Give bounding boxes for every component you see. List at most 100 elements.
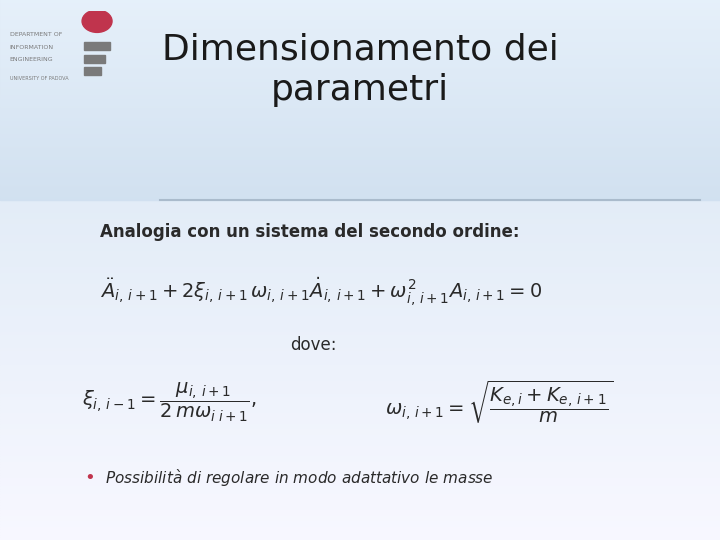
Bar bbox=[0, 160, 720, 161]
Bar bbox=[0, 54, 720, 57]
Bar bbox=[0, 8, 720, 9]
Bar bbox=[0, 213, 720, 216]
Circle shape bbox=[82, 10, 112, 32]
Bar bbox=[0, 367, 720, 370]
Bar bbox=[0, 375, 720, 378]
Bar bbox=[0, 40, 720, 41]
Bar bbox=[0, 111, 720, 112]
Bar bbox=[0, 15, 720, 16]
Bar bbox=[0, 158, 720, 159]
Bar bbox=[0, 104, 720, 105]
Bar bbox=[0, 159, 720, 160]
Bar bbox=[0, 94, 720, 97]
Bar bbox=[0, 180, 720, 181]
Bar bbox=[0, 172, 720, 173]
Bar bbox=[0, 110, 720, 111]
Bar bbox=[0, 177, 720, 178]
Bar bbox=[0, 192, 720, 193]
Bar bbox=[0, 33, 720, 34]
Bar bbox=[0, 275, 720, 278]
Bar bbox=[0, 93, 720, 94]
Bar bbox=[0, 46, 720, 47]
Bar bbox=[0, 126, 720, 127]
Bar bbox=[0, 40, 720, 43]
Bar bbox=[0, 81, 720, 82]
Bar bbox=[0, 129, 720, 130]
Text: Dimensionamento dei: Dimensionamento dei bbox=[161, 33, 559, 67]
Bar bbox=[0, 138, 720, 139]
Bar bbox=[0, 59, 720, 62]
Bar bbox=[0, 181, 720, 184]
Bar bbox=[0, 52, 720, 53]
Bar bbox=[0, 186, 720, 187]
Bar bbox=[0, 108, 720, 111]
Bar bbox=[0, 12, 720, 13]
Bar bbox=[0, 70, 720, 73]
Bar bbox=[0, 148, 720, 151]
Bar bbox=[0, 55, 720, 56]
Bar bbox=[0, 76, 720, 78]
Bar bbox=[0, 456, 720, 459]
Bar bbox=[0, 227, 720, 229]
Bar bbox=[0, 113, 720, 116]
Bar bbox=[0, 197, 720, 200]
Bar bbox=[0, 505, 720, 508]
Bar bbox=[0, 164, 720, 165]
Bar bbox=[0, 429, 720, 432]
Bar bbox=[84, 67, 101, 75]
Bar bbox=[0, 161, 720, 162]
Bar bbox=[0, 86, 720, 87]
Bar bbox=[0, 219, 720, 221]
Bar bbox=[0, 198, 720, 199]
Bar bbox=[0, 432, 720, 435]
Bar bbox=[0, 103, 720, 105]
Bar bbox=[0, 402, 720, 405]
Bar bbox=[0, 71, 720, 72]
Bar bbox=[0, 150, 720, 151]
Bar bbox=[0, 364, 720, 367]
Bar bbox=[0, 270, 720, 273]
Bar bbox=[0, 278, 720, 281]
Bar bbox=[0, 78, 720, 81]
Bar bbox=[0, 47, 720, 48]
Bar bbox=[0, 211, 720, 213]
Bar bbox=[0, 185, 720, 186]
Bar bbox=[0, 413, 720, 416]
Bar bbox=[0, 67, 720, 68]
Bar bbox=[0, 82, 720, 83]
Bar bbox=[0, 157, 720, 159]
Text: $\ddot{A}_{i,\,i+1} + 2\xi_{i,\,i+1}\,\omega_{i,\,i+1}\dot{A}_{i,\,i+1} + \omega: $\ddot{A}_{i,\,i+1} + 2\xi_{i,\,i+1}\,\o… bbox=[100, 275, 542, 308]
Bar bbox=[0, 199, 720, 200]
Bar bbox=[0, 370, 720, 373]
Bar bbox=[0, 478, 720, 481]
Bar bbox=[0, 105, 720, 108]
Bar bbox=[0, 25, 720, 26]
Text: $\mathit{Possibilit\`{a}\ di\ regolare\ in\ modo\ adattativo\ le\ masse}$: $\mathit{Possibilit\`{a}\ di\ regolare\ … bbox=[105, 467, 494, 489]
Bar bbox=[0, 79, 720, 80]
Bar bbox=[0, 174, 720, 175]
Bar bbox=[0, 313, 720, 316]
Bar bbox=[0, 73, 720, 74]
Bar bbox=[0, 481, 720, 483]
Bar bbox=[0, 90, 720, 91]
Bar bbox=[0, 27, 720, 28]
Bar bbox=[0, 63, 720, 64]
Bar bbox=[0, 440, 720, 443]
Bar bbox=[0, 163, 720, 164]
Bar bbox=[84, 42, 109, 50]
Bar bbox=[0, 61, 720, 62]
Bar bbox=[0, 491, 720, 494]
Bar bbox=[0, 17, 720, 18]
Bar bbox=[0, 6, 720, 7]
Bar bbox=[0, 57, 720, 59]
Bar bbox=[0, 75, 720, 76]
Bar bbox=[0, 80, 720, 81]
Bar bbox=[0, 246, 720, 248]
Bar bbox=[0, 141, 720, 142]
Bar bbox=[0, 292, 720, 294]
Bar bbox=[0, 410, 720, 413]
Bar bbox=[0, 89, 720, 90]
Bar bbox=[0, 26, 720, 27]
Bar bbox=[0, 513, 720, 516]
Bar bbox=[0, 448, 720, 451]
